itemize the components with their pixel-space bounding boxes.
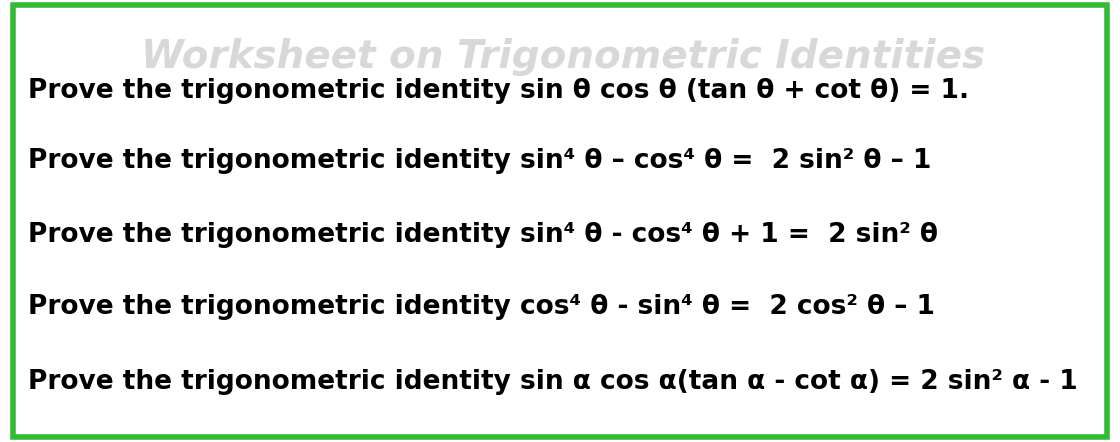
Text: Prove the trigonometric identity sin⁴ θ - cos⁴ θ + 1 =  2 sin² θ: Prove the trigonometric identity sin⁴ θ … (28, 222, 939, 248)
Text: Prove the trigonometric identity sin α cos α(tan α - cot α) = 2 sin² α - 1: Prove the trigonometric identity sin α c… (28, 370, 1077, 395)
Text: Prove the trigonometric identity cos⁴ θ - sin⁴ θ =  2 cos² θ – 1: Prove the trigonometric identity cos⁴ θ … (28, 294, 935, 320)
Text: Prove the trigonometric identity sin θ cos θ (tan θ + cot θ) = 1.: Prove the trigonometric identity sin θ c… (28, 78, 969, 103)
Text: Worksheet on Trigonometric Identities: Worksheet on Trigonometric Identities (141, 38, 986, 76)
Text: Prove the trigonometric identity sin⁴ θ – cos⁴ θ =  2 sin² θ – 1: Prove the trigonometric identity sin⁴ θ … (28, 149, 932, 174)
